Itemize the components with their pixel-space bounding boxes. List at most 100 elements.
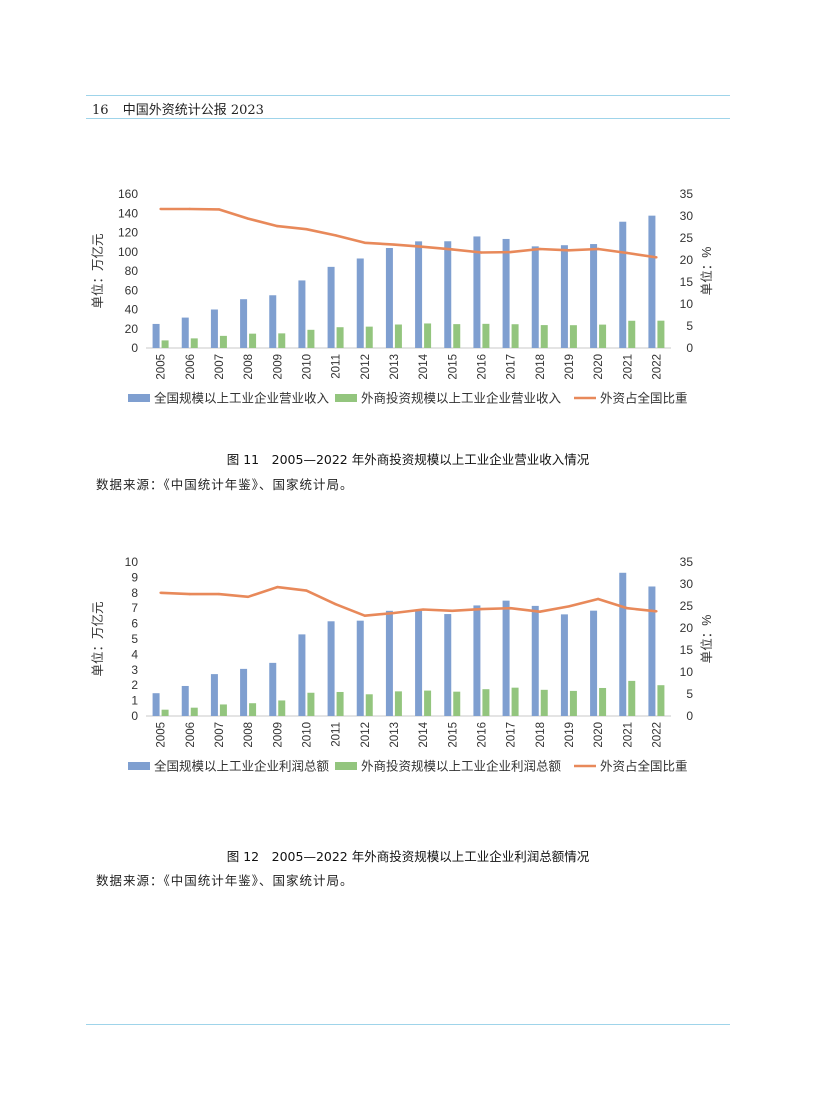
x-tick-label: 2022: [651, 354, 663, 380]
line-point-2009: [276, 585, 279, 589]
x-tick-label: 2008: [243, 722, 255, 748]
bar-series2-2012: [365, 326, 373, 348]
line-point-2014: [421, 608, 425, 611]
bar-series2-2018: [540, 325, 548, 348]
bar-series1-2007: [210, 674, 218, 716]
running-header: 16 中国外资统计公报 2023: [92, 99, 264, 118]
bar-series1-2005: [152, 693, 160, 716]
bar-series1-2019: [560, 614, 568, 716]
x-tick-label: 2014: [418, 353, 430, 379]
bar-series2-2021: [628, 680, 636, 716]
line-point-2006: [188, 592, 191, 596]
line-point-2015: [451, 609, 454, 613]
y2-tick-label: 35: [680, 187, 694, 201]
bar-series2-2022: [657, 685, 665, 716]
bar-series2-2007: [219, 704, 227, 716]
x-tick-label: 2016: [476, 354, 488, 380]
y-tick-label: 80: [125, 264, 139, 278]
y-tick-label: 2: [131, 678, 138, 692]
y-tick-label: 40: [125, 303, 139, 317]
y-tick-label: 5: [131, 632, 138, 646]
y-tick-label: 120: [118, 226, 138, 240]
y2-tick-label: 0: [686, 341, 693, 355]
legend-swatch-2: [335, 762, 357, 770]
x-tick-label: 2007: [214, 722, 226, 748]
line-point-2017: [509, 607, 512, 610]
line-point-2008: [246, 595, 250, 598]
bar-series1-2014: [415, 610, 423, 716]
line-share-series: [160, 207, 657, 259]
y2-tick-label: 15: [680, 643, 694, 657]
y-tick-label: 7: [131, 601, 138, 615]
line-point-2005: [159, 591, 162, 594]
line-point-2022: [655, 256, 658, 259]
y2-tick-label: 20: [680, 621, 694, 635]
bar-series1-2019: [560, 245, 568, 348]
x-tick-label: 2009: [272, 354, 284, 380]
bar-series2-2014: [424, 323, 432, 348]
y-tick-label: 60: [125, 283, 139, 297]
bar-series1-2008: [240, 299, 248, 348]
y-tick-label: 3: [131, 663, 138, 677]
bar-series2-2021: [628, 320, 636, 348]
line-point-2021: [626, 607, 629, 610]
bar-series2-2015: [453, 324, 461, 348]
line-point-2017: [509, 250, 512, 254]
y2-tick-label: 20: [680, 253, 694, 267]
x-tick-label: 2016: [476, 722, 488, 748]
line-point-2007: [217, 592, 221, 596]
y2-tick-label: 10: [680, 665, 694, 679]
line-point-2012: [363, 614, 366, 617]
y-tick-label: 100: [118, 245, 138, 259]
line-point-2014: [421, 245, 425, 248]
y-tick-label: 4: [131, 647, 138, 661]
figure-11-caption: 图 11 2005—2022 年外商投资规模以上工业企业营业收入情况: [226, 452, 590, 467]
y2-tick-label: 10: [680, 297, 694, 311]
bar-series2-2016: [482, 323, 490, 348]
bar-series2-2007: [219, 335, 227, 348]
y-tick-label: 10: [125, 555, 139, 569]
x-tick-label: 2020: [593, 722, 605, 748]
bar-series1-2017: [502, 238, 510, 348]
y2-tick-label: 30: [680, 209, 694, 223]
x-tick-label: 2007: [214, 354, 226, 380]
line-point-2007: [217, 208, 221, 211]
bar-series1-2014: [415, 241, 423, 348]
x-tick-label: 2008: [243, 354, 255, 380]
x-tick-label: 2006: [185, 722, 197, 748]
x-tick-label: 2014: [418, 721, 430, 747]
bar-series1-2020: [590, 244, 598, 348]
line-point-2018: [538, 610, 541, 613]
figure-11-source: 数据来源：《中国统计年鉴》、国家统计局。: [96, 477, 354, 492]
x-tick-label: 2022: [651, 722, 663, 748]
line-point-2015: [451, 248, 454, 251]
line-point-2009: [276, 224, 279, 228]
bar-series1-2006: [181, 317, 189, 348]
legend-label-2: 外商投资规模以上工业企业利润总额: [361, 759, 562, 774]
y2-tick-label: 5: [686, 319, 693, 333]
y2-tick-label: 30: [680, 577, 694, 591]
bar-series1-2020: [590, 610, 598, 716]
bar-series2-2017: [511, 687, 519, 716]
bar-series1-2006: [181, 685, 189, 716]
x-tick-label: 2019: [564, 722, 576, 748]
x-tick-label: 2018: [535, 722, 547, 748]
y-tick-label: 9: [131, 570, 138, 584]
y2-tick-label: 5: [686, 687, 693, 701]
bar-series1-2015: [444, 614, 452, 716]
bar-series1-2010: [298, 280, 306, 348]
bar-series2-2008: [249, 703, 257, 716]
bar-series2-2010: [307, 329, 315, 348]
line-point-2011: [334, 234, 337, 237]
line-point-2012: [363, 241, 366, 245]
line-point-2016: [480, 251, 483, 254]
bar-series1-2018: [531, 605, 539, 716]
footer-rule: [86, 1024, 730, 1025]
bar-series1-2012: [356, 620, 364, 716]
x-tick-label: 2011: [331, 354, 343, 379]
bar-series1-2013: [385, 247, 393, 348]
x-tick-label: 2005: [156, 722, 168, 748]
y-tick-label: 160: [118, 187, 138, 201]
bar-series2-2018: [540, 689, 548, 716]
